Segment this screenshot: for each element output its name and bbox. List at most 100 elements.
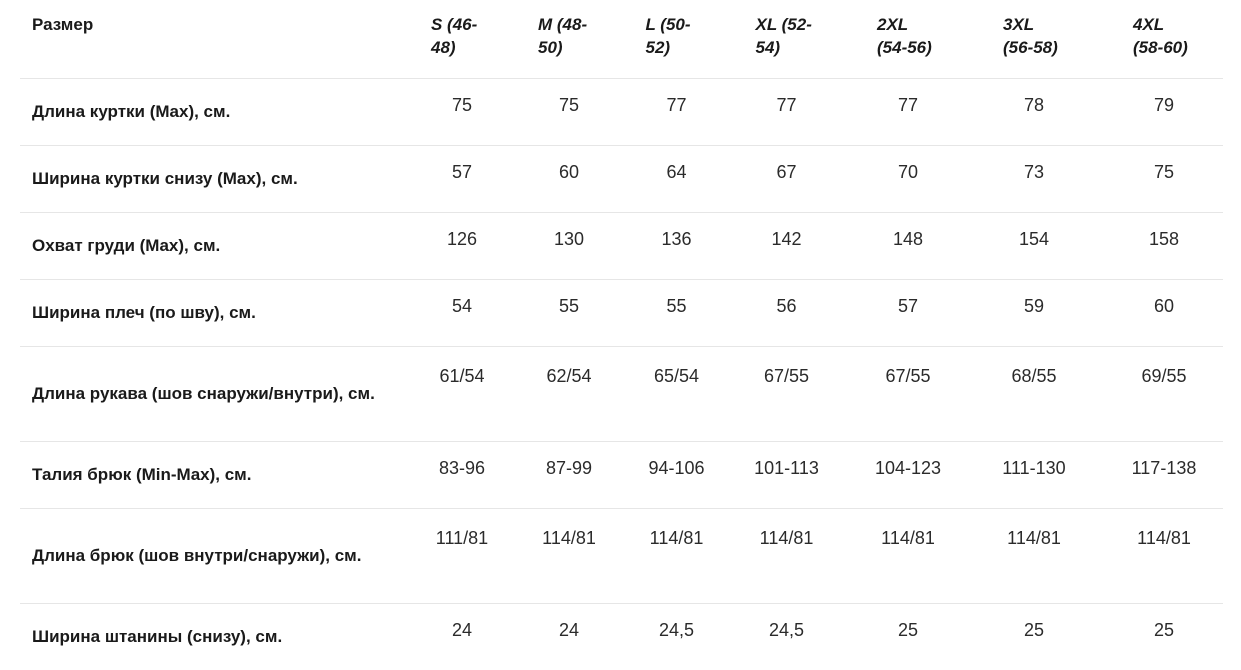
header-size: L (50-52) xyxy=(633,0,720,79)
header-size: 2XL (54-56) xyxy=(853,0,963,79)
cell-value: 67/55 xyxy=(763,365,810,386)
table-cell: 130 xyxy=(505,212,633,280)
row-label: Ширина куртки снизу (Max), см. xyxy=(20,145,419,213)
header-size: 4XL (58-60) xyxy=(1105,0,1223,79)
header-size-label: L (50-52) xyxy=(645,15,691,57)
table-header-row: Размер S (46-48) M (48-50) L (50-52) XL … xyxy=(20,0,1223,79)
cell-value: 56 xyxy=(776,295,797,316)
table-row: Длина рукава (шов снаружи/внутри), см. 61… xyxy=(20,346,1223,442)
table-cell: 60 xyxy=(1105,279,1223,347)
cell-value: 24 xyxy=(451,619,473,640)
table-cell: 68/55 xyxy=(963,346,1105,442)
cell-value: 25 xyxy=(1153,619,1175,640)
table-cell: 69/55 xyxy=(1105,346,1223,442)
table-cell: 24,5 xyxy=(720,603,853,670)
cell-value: 67 xyxy=(776,161,797,182)
table-cell: 79 xyxy=(1105,78,1223,146)
cell-value: 75 xyxy=(558,94,580,115)
table-cell: 59 xyxy=(963,279,1105,347)
table-cell: 101-113 xyxy=(720,441,853,509)
cell-value: 55 xyxy=(666,295,687,316)
header-size-label: 4XL (58-60) xyxy=(1133,15,1188,57)
table-cell: 142 xyxy=(720,212,853,280)
cell-value: 70 xyxy=(897,161,919,182)
cell-value: 59 xyxy=(1023,295,1045,316)
cell-value: 83-96 xyxy=(438,457,486,478)
table-cell: 75 xyxy=(419,78,505,146)
table-cell: 77 xyxy=(720,78,853,146)
table-cell: 126 xyxy=(419,212,505,280)
cell-value: 136 xyxy=(661,228,692,249)
table-row: Ширина куртки снизу (Max), см. 57 60 64 67 70… xyxy=(20,145,1223,213)
table-cell: 75 xyxy=(1105,145,1223,213)
cell-value: 114/81 xyxy=(759,527,814,548)
cell-value: 57 xyxy=(451,161,473,182)
table-row: Длина брюк (шов внутри/снаружи), см. 111/… xyxy=(20,508,1223,604)
table-cell: 83-96 xyxy=(419,441,505,509)
cell-value: 87-99 xyxy=(545,457,593,478)
table-cell: 77 xyxy=(853,78,963,146)
header-size: XL (52-54) xyxy=(720,0,853,79)
table-cell: 67/55 xyxy=(853,346,963,442)
table-cell: 65/54 xyxy=(633,346,720,442)
cell-value: 62/54 xyxy=(546,365,592,386)
header-size-label: M (48-50) xyxy=(538,15,588,57)
cell-value: 78 xyxy=(1023,94,1045,115)
table-cell: 25 xyxy=(853,603,963,670)
row-label: Охват груди (Max), см. xyxy=(20,212,419,280)
cell-value: 111/81 xyxy=(435,527,489,548)
table-cell: 114/81 xyxy=(505,508,633,604)
table-cell: 73 xyxy=(963,145,1105,213)
cell-value: 67/55 xyxy=(885,365,931,386)
header-size-label: XL (52-54) xyxy=(755,15,812,57)
table-cell: 70 xyxy=(853,145,963,213)
cell-value: 142 xyxy=(771,228,802,249)
cell-value: 114/81 xyxy=(1137,527,1191,548)
cell-value: 61/54 xyxy=(439,365,485,386)
table-cell: 148 xyxy=(853,212,963,280)
table-cell: 24,5 xyxy=(633,603,720,670)
table-cell: 114/81 xyxy=(1105,508,1223,604)
table-cell: 114/81 xyxy=(963,508,1105,604)
cell-value: 73 xyxy=(1023,161,1045,182)
cell-value: 24,5 xyxy=(658,619,695,640)
size-table: Размер S (46-48) M (48-50) L (50-52) XL … xyxy=(20,0,1223,670)
cell-value: 77 xyxy=(776,94,797,115)
cell-value: 130 xyxy=(553,228,585,249)
cell-value: 24,5 xyxy=(768,619,805,640)
cell-value: 25 xyxy=(897,619,919,640)
cell-value: 75 xyxy=(451,94,473,115)
table-cell: 114/81 xyxy=(853,508,963,604)
table-cell: 25 xyxy=(1105,603,1223,670)
table-row: Ширина плеч (по шву), см. 54 55 55 56 57 59 60 xyxy=(20,279,1223,347)
cell-value: 60 xyxy=(558,161,580,182)
table-cell: 78 xyxy=(963,78,1105,146)
cell-value: 104-123 xyxy=(874,457,942,478)
row-label: Длина рукава (шов снаружи/внутри), см. xyxy=(20,346,419,442)
cell-value: 114/81 xyxy=(542,527,596,548)
cell-value: 94-106 xyxy=(648,457,705,478)
cell-value: 65/54 xyxy=(653,365,700,386)
cell-value: 117-138 xyxy=(1131,457,1197,478)
row-label: Длина брюк (шов внутри/снаружи), см. xyxy=(20,508,419,604)
cell-value: 158 xyxy=(1148,228,1180,249)
table-cell: 111-130 xyxy=(963,441,1105,509)
table-cell: 87-99 xyxy=(505,441,633,509)
cell-value: 75 xyxy=(1153,161,1175,182)
row-label: Ширина штанины (снизу), см. xyxy=(32,626,283,646)
table-cell: 154 xyxy=(963,212,1105,280)
row-label: Талия брюк (Min-Max), см. xyxy=(20,441,419,509)
table-cell: 67 xyxy=(720,145,853,213)
table-cell: 54 xyxy=(419,279,505,347)
table-cell: 94-106 xyxy=(633,441,720,509)
table-cell: 60 xyxy=(505,145,633,213)
table-cell: 111/81 xyxy=(419,508,505,604)
table-cell: 114/81 xyxy=(720,508,853,604)
cell-value: 57 xyxy=(897,295,919,316)
header-size: M (48-50) xyxy=(505,0,633,79)
table-body: Длина куртки (Max), см. 75 75 77 77 77 78 79 Шир… xyxy=(20,78,1223,670)
size-chart: Размер S (46-48) M (48-50) L (50-52) XL … xyxy=(20,0,1223,646)
row-label: Длина куртки (Max), см. xyxy=(20,78,419,146)
cell-value: 154 xyxy=(1018,228,1050,249)
table-cell: 67/55 xyxy=(720,346,853,442)
